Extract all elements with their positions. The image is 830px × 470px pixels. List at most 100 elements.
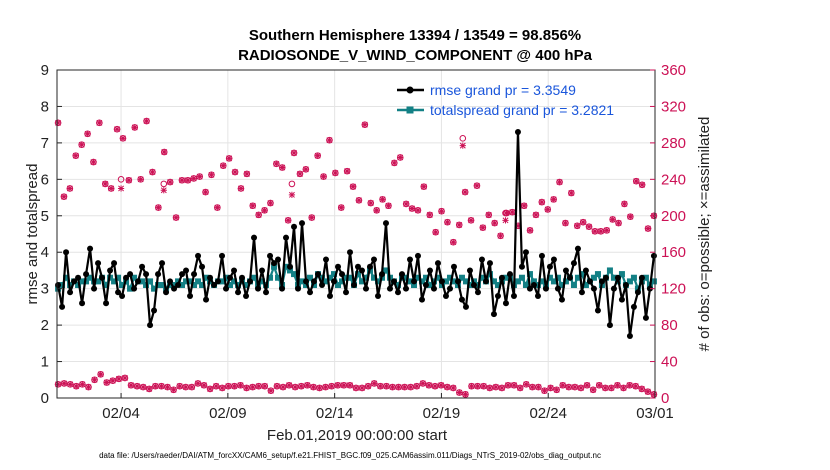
obs-assimilated-marker — [188, 383, 195, 391]
rmse-point — [626, 333, 633, 340]
obs-assimilated-marker — [597, 228, 604, 235]
obs-assimilated-marker — [565, 383, 572, 391]
rmse-point — [231, 267, 238, 274]
obs-assimilated-marker — [544, 206, 551, 213]
rmse-point — [594, 307, 601, 314]
obs-assimilated-marker — [550, 196, 557, 203]
rmse-point — [634, 289, 641, 296]
spread-point — [283, 263, 290, 270]
spread-point — [642, 274, 649, 281]
spread-point — [626, 278, 633, 285]
spread-point — [362, 274, 369, 281]
obs-assimilated-marker — [226, 155, 233, 162]
obs-assimilated-marker — [340, 382, 347, 389]
rmse-point — [354, 263, 361, 270]
obs-assimilated-marker — [202, 188, 209, 196]
obs-assimilated-marker — [538, 198, 545, 206]
y-tick-label: 3 — [41, 281, 49, 298]
obs-assimilated-marker — [140, 383, 147, 391]
y2-tick-label: 40 — [661, 354, 678, 371]
spread-point — [546, 274, 553, 281]
y-tick-label: 9 — [41, 62, 49, 79]
rmse-point — [67, 289, 74, 296]
series-lines — [55, 128, 657, 340]
spread-point — [462, 278, 469, 285]
rmse-point — [398, 271, 405, 278]
spread-point — [358, 278, 365, 285]
spread-point — [231, 278, 238, 285]
data-file-footnote: data file: /Users/raeder/DAI/ATM_forcXX/… — [99, 451, 601, 460]
rmse-point — [215, 278, 222, 285]
rmse-point — [602, 274, 609, 281]
rmse-point — [630, 303, 637, 310]
spread-point — [402, 274, 409, 281]
obs-assimilated-marker — [346, 382, 354, 389]
obs-assimilated-marker — [626, 382, 633, 389]
y-tick-label: 4 — [41, 244, 49, 261]
rmse-point — [123, 274, 130, 281]
spread-point — [406, 278, 413, 285]
obs-assimilated-marker — [117, 185, 125, 192]
obs-assimilated-marker — [591, 228, 599, 235]
rmse-point — [462, 303, 469, 310]
obs-assimilated-marker — [127, 382, 135, 389]
spread-point — [275, 274, 282, 281]
spread-point — [95, 278, 102, 285]
obs-assimilated-marker — [413, 383, 420, 390]
rmse-point — [642, 314, 649, 321]
spread-point — [570, 282, 577, 289]
obs-assimilated-marker — [379, 196, 386, 203]
spread-point — [347, 274, 354, 281]
obs-assimilated-marker — [344, 168, 351, 175]
spread-point — [594, 271, 601, 278]
spread-point — [538, 278, 545, 285]
rmse-point — [291, 223, 298, 230]
obs-assimilated-marker — [292, 383, 299, 391]
rmse-point — [223, 285, 230, 292]
rmse-point — [370, 256, 377, 263]
rmse-point — [351, 282, 358, 289]
rmse-point — [243, 292, 250, 299]
spread-point — [494, 282, 501, 289]
rmse-point — [83, 271, 90, 278]
obs-assimilated-marker — [158, 383, 165, 390]
rmse-point — [307, 289, 314, 296]
obs-assimilated-marker — [577, 384, 585, 392]
obs-assimilated-marker — [420, 183, 427, 190]
obs-assimilated-marker — [243, 170, 250, 177]
obs-assimilated-marker — [121, 374, 129, 382]
rmse-point — [606, 322, 613, 329]
spread-point — [606, 267, 613, 274]
obs-assimilated-marker — [358, 384, 366, 392]
obs-assimilated-marker — [432, 229, 439, 236]
obs-assimilated-marker — [208, 171, 215, 178]
obs-assimilated-marker — [143, 117, 150, 125]
rmse-point — [558, 296, 565, 303]
rmse-point — [486, 260, 493, 267]
spread-point — [442, 278, 449, 285]
obs-assimilated-marker — [385, 202, 392, 209]
obs-assimilated-marker — [320, 173, 327, 180]
rmse-point — [474, 289, 481, 296]
rmse-point — [219, 252, 226, 259]
obs-assimilated-marker — [556, 178, 563, 186]
rmse-point — [79, 300, 86, 307]
obs-assimilated-marker — [261, 207, 268, 214]
obs-assimilated-marker — [401, 383, 408, 391]
y-tick-label: 5 — [41, 208, 49, 225]
obs-assimilated-marker — [485, 211, 492, 218]
spread-point — [382, 267, 389, 274]
x-tick-label: 02/24 — [529, 405, 567, 422]
obs-assimilated-marker — [510, 382, 518, 389]
spread-point — [343, 274, 350, 281]
obs-assimilated-marker — [367, 199, 374, 207]
x-tick-label: 02/09 — [209, 405, 247, 422]
rmse-point — [87, 245, 94, 252]
rmse-point — [582, 267, 589, 274]
spread-point — [287, 267, 294, 274]
spread-point — [243, 282, 250, 289]
obs-assimilated-marker — [596, 382, 603, 389]
rmse-point — [446, 285, 453, 292]
rmse-point — [518, 263, 525, 270]
obs-assimilated-marker — [73, 383, 80, 390]
